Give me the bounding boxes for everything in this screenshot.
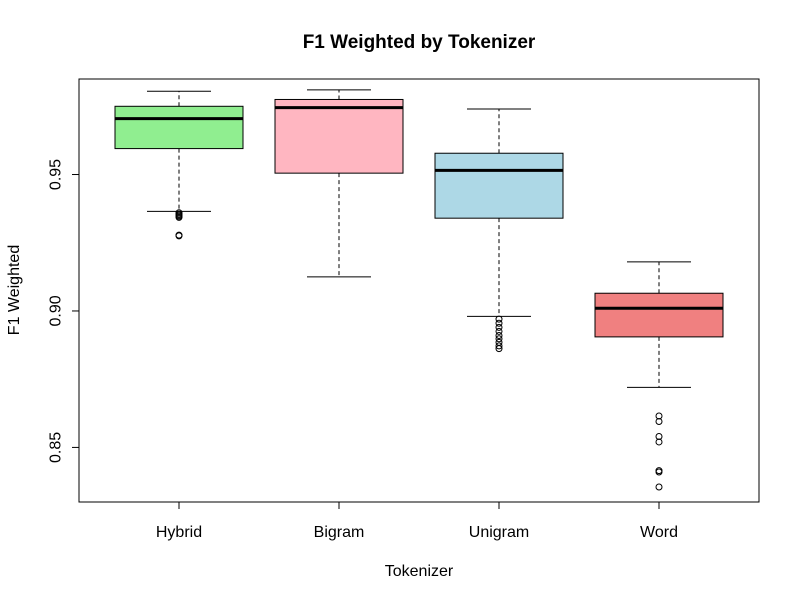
box-iqr [114,105,244,150]
box-iqr [274,98,404,174]
x-tick-label: Word [640,524,678,541]
outlier-point [655,483,663,491]
outlier-point [495,323,503,331]
outlier-point [495,338,503,346]
box-iqr [434,152,564,219]
y-axis: 0.85 0.90 0.95 [48,159,80,463]
boxplot-hybrid [114,90,244,240]
outlier-point [175,231,183,239]
outlier-point [655,438,663,446]
outlier-point [495,319,503,327]
x-axis: Hybrid Bigram Unigram Word [156,501,678,541]
boxplot-bigram [274,89,404,278]
y-tick-label: 0.90 [48,295,65,326]
outlier-point [495,327,503,335]
boxplot-word [594,261,724,491]
boxplot-unigram [434,108,564,353]
x-tick-label: Hybrid [156,524,202,541]
outlier-point [655,433,663,441]
outlier-point [175,209,183,217]
y-axis-label: F1 Weighted [6,245,23,335]
outlier-point [495,335,503,343]
chart-title: F1 Weighted by Tokenizer [303,32,536,53]
y-tick-label: 0.85 [48,432,65,463]
outlier-point [655,467,663,475]
outlier-point [495,332,503,340]
x-tick-label: Unigram [469,524,529,541]
x-axis-label: Tokenizer [385,563,454,580]
y-tick-label: 0.95 [48,159,65,190]
outlier-point [495,315,503,323]
outlier-point [495,342,503,350]
box-iqr [594,292,724,338]
outlier-point [655,412,663,420]
x-tick-label: Bigram [314,524,365,541]
boxplots [114,89,724,491]
outlier-point [655,417,663,425]
